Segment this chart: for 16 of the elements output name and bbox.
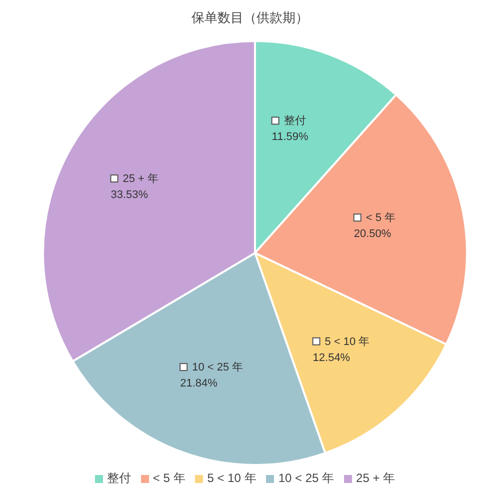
slice-label: 5 < 10 年: [324, 336, 370, 348]
legend-label: 整付: [106, 471, 131, 485]
legend-label: 10 < 25 年: [278, 471, 334, 485]
slice-label: 整付: [284, 115, 306, 128]
data-label: 11.59%: [272, 131, 309, 144]
data-label: 12.54%: [312, 352, 350, 364]
legend-label: 5 < 10 年: [207, 471, 256, 485]
legend-label: < 5 年: [152, 471, 186, 485]
slice-label: < 5 年: [366, 212, 396, 224]
legend-label: 25 + 年: [356, 471, 396, 485]
data-label: 20.50%: [354, 228, 392, 240]
chart-title: 保单数目（供款期）: [190, 9, 310, 27]
slice-label: 25 + 年: [122, 172, 159, 185]
data-label: 33.53%: [110, 188, 148, 201]
slice-label: 10 < 25 年: [192, 362, 244, 374]
data-label: 21.84%: [180, 378, 218, 390]
